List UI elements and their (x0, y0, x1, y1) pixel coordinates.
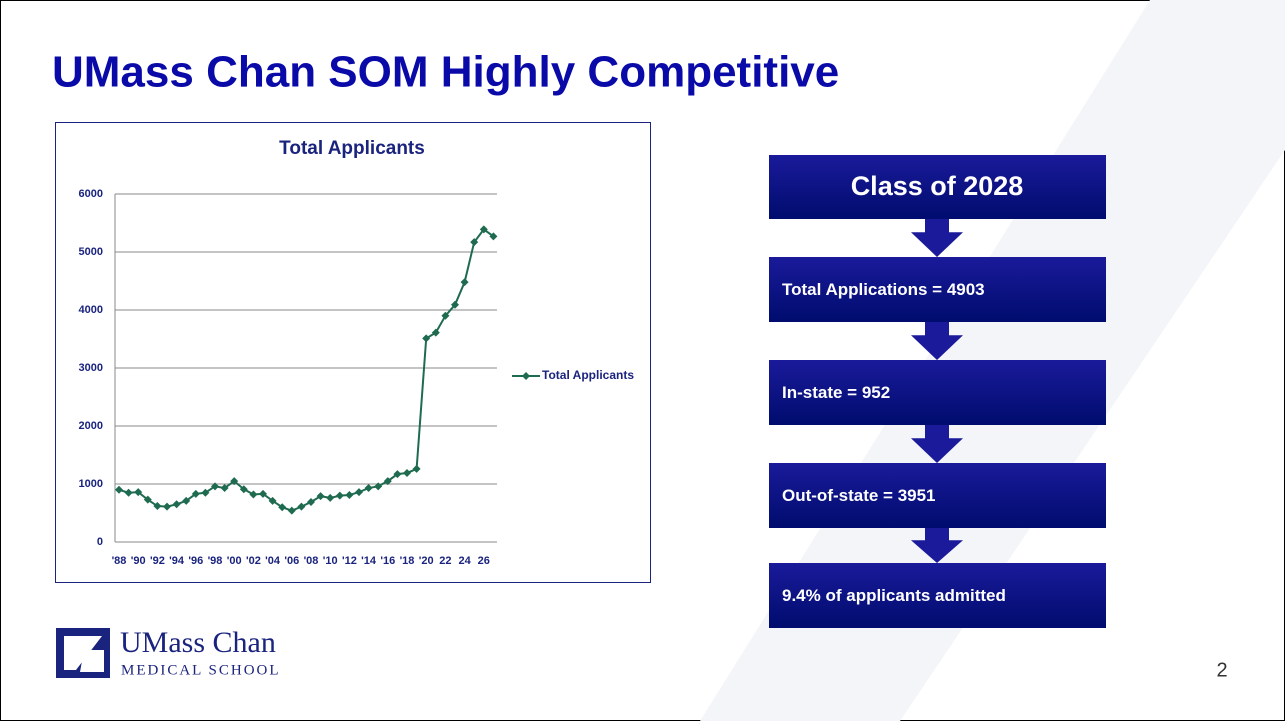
flow-box (769, 360, 1106, 425)
slide-title: UMass Chan SOM Highly Competitive (52, 48, 839, 97)
data-point (259, 489, 267, 498)
chart-frame (55, 122, 651, 583)
x-tick-label: '88 (112, 555, 127, 567)
x-tick-label: '12 (342, 555, 357, 567)
y-tick-label: 6000 (79, 188, 103, 200)
chart-title: Total Applicants (279, 138, 425, 159)
data-point (335, 491, 344, 500)
data-point (134, 488, 143, 497)
data-point (249, 490, 258, 499)
x-tick-label: 24 (458, 555, 471, 567)
y-tick-label: 4000 (79, 304, 103, 316)
data-point (124, 488, 133, 497)
data-point (326, 493, 335, 502)
data-point (115, 485, 123, 494)
flow-box (769, 155, 1106, 219)
data-point (163, 502, 171, 511)
x-tick-label: '98 (208, 555, 223, 567)
data-point (211, 482, 219, 491)
data-point (470, 238, 479, 247)
data-point (278, 503, 287, 512)
data-point (316, 492, 325, 501)
x-tick-label: '16 (380, 555, 395, 567)
line-series (118, 227, 494, 512)
x-tick-label: '94 (169, 555, 185, 567)
data-point (383, 477, 392, 486)
y-tick-label: 2000 (79, 420, 103, 432)
logo-name: UMass Chan (120, 626, 276, 659)
data-point (393, 470, 402, 479)
data-point (345, 491, 354, 500)
flow-text: 9.4% of applicants admitted (782, 586, 1006, 605)
flow-text: Total Applications = 4903 (782, 280, 985, 299)
x-tick-label: '06 (284, 555, 299, 567)
x-tick-label: '10 (323, 555, 338, 567)
data-point (431, 328, 440, 337)
page-number: 2 (1216, 659, 1227, 681)
flow-arrow (911, 322, 963, 360)
data-point (374, 482, 383, 491)
data-point (451, 300, 459, 309)
logo-subtitle: MEDICAL SCHOOL (121, 662, 281, 678)
y-tick-label: 5000 (79, 246, 103, 258)
data-point (307, 497, 315, 506)
flow-arrow (911, 219, 963, 257)
data-point (441, 311, 450, 320)
logo-shape (64, 636, 104, 672)
flow-text: Out-of-state = 3951 (782, 486, 936, 505)
data-point (412, 464, 421, 473)
x-tick-label: '14 (361, 555, 377, 567)
x-tick-label: 26 (478, 555, 490, 567)
data-point (460, 278, 469, 287)
flow-arrow (911, 528, 963, 563)
data-point (422, 334, 431, 343)
x-tick-label: 22 (439, 555, 451, 567)
legend-label: Total Applicants (542, 368, 634, 382)
data-point (268, 496, 277, 505)
data-point (182, 496, 191, 505)
data-point (191, 489, 200, 498)
data-point (153, 502, 162, 511)
x-tick-label: '90 (131, 555, 146, 567)
data-point (479, 225, 488, 234)
flow-box (769, 463, 1106, 528)
data-point (230, 477, 239, 486)
data-point (239, 485, 248, 494)
x-tick-label: '20 (419, 555, 434, 567)
x-tick-label: '18 (400, 555, 415, 567)
flow-arrow (911, 425, 963, 463)
flow-box (769, 563, 1106, 628)
flow-box (769, 257, 1106, 322)
x-tick-label: '00 (227, 555, 242, 567)
flow-text: Class of 2028 (851, 171, 1024, 201)
y-tick-label: 3000 (79, 362, 103, 374)
flow-text: In-state = 952 (782, 383, 890, 402)
y-tick-label: 0 (97, 536, 103, 548)
data-point (403, 468, 411, 477)
legend-marker (522, 372, 530, 380)
x-tick-label: '92 (150, 555, 165, 567)
y-tick-label: 1000 (79, 478, 103, 490)
data-point (220, 484, 229, 493)
data-point (364, 484, 373, 493)
x-tick-label: '02 (246, 555, 261, 567)
logo: UMass Chan MEDICAL SCHOOL (56, 626, 281, 678)
data-point (489, 232, 498, 241)
data-point (143, 495, 152, 504)
x-tick-label: '08 (304, 555, 319, 567)
x-tick-label: '96 (188, 555, 203, 567)
data-point (287, 506, 296, 515)
data-point (297, 502, 306, 511)
x-tick-label: '04 (265, 555, 281, 567)
data-point (172, 500, 181, 509)
data-point (201, 488, 210, 497)
data-point (355, 488, 363, 497)
